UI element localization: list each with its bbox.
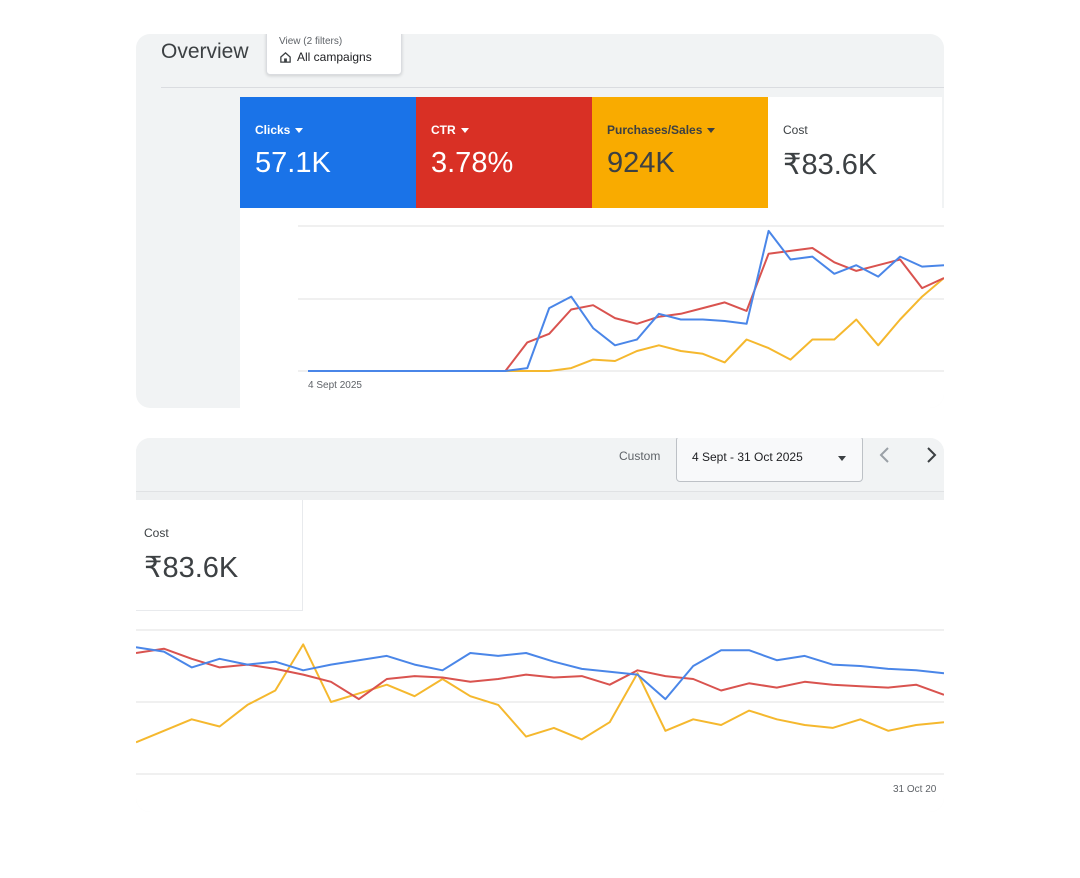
metric-value: 57.1K <box>255 147 331 179</box>
metric-label: Cost <box>783 123 808 137</box>
metric-value: 924K <box>607 147 675 179</box>
chart-svg <box>136 629 944 775</box>
view-filter-count: View (2 filters) <box>279 36 343 47</box>
toolbar-divider <box>136 491 944 500</box>
metric-label-wrap: Cost <box>783 123 808 137</box>
metric-cards: Clicks 57.1K CTR 3.78% Purchases/Sales 9… <box>240 97 942 209</box>
header-divider <box>161 87 944 88</box>
metric-label-wrap: Purchases/Sales <box>607 123 716 137</box>
performance-chart-top: 4 Sept 2025 <box>240 208 944 408</box>
series-line-purchases <box>308 277 944 372</box>
caret-down-icon[interactable] <box>295 127 304 133</box>
metric-label: Cost <box>144 526 169 540</box>
home-icon <box>280 51 291 63</box>
date-range-panel: Custom 4 Sept - 31 Oct 2025 31 Oct 20 Co… <box>136 438 944 812</box>
x-axis-start-label: 4 Sept 2025 <box>308 380 362 391</box>
date-range-value: 4 Sept - 31 Oct 2025 <box>692 450 803 464</box>
metric-label-wrap: Clicks <box>255 123 304 137</box>
x-axis-end-label: 31 Oct 20 <box>893 784 937 795</box>
caret-down-icon[interactable] <box>707 127 716 133</box>
chart-svg <box>298 225 944 372</box>
series-line-ctr <box>308 247 944 372</box>
date-preset-label: Custom <box>619 449 661 463</box>
series-line-ctr <box>136 647 944 701</box>
metric-card-ctr[interactable]: CTR 3.78% <box>416 97 592 208</box>
caret-down-icon[interactable] <box>460 127 469 133</box>
metric-card-clicks[interactable]: Clicks 57.1K <box>240 97 416 208</box>
metric-value: ₹83.6K <box>783 149 878 181</box>
card-row-background <box>302 500 944 610</box>
caret-down-icon <box>838 456 846 461</box>
view-filter-button[interactable]: View (2 filters) All campaigns <box>266 34 402 75</box>
page-title: Overview <box>161 40 249 63</box>
metric-card-purchases[interactable]: Purchases/Sales 924K <box>592 97 768 208</box>
series-line-clicks <box>136 646 944 701</box>
view-filter-label: All campaigns <box>297 50 372 64</box>
overview-panel: Overview View (2 filters) All campaigns … <box>136 34 944 408</box>
metric-card-cost[interactable]: Cost ₹83.6K <box>136 500 303 611</box>
metric-label: Purchases/Sales <box>607 123 703 137</box>
chevron-right-icon[interactable] <box>924 446 938 464</box>
metric-value: ₹83.6K <box>144 552 239 584</box>
series-line-clicks <box>308 229 944 372</box>
metric-label: Clicks <box>255 123 291 137</box>
metric-label: CTR <box>431 123 456 137</box>
series-line-purchases <box>136 643 944 744</box>
metric-card-cost[interactable]: Cost ₹83.6K <box>768 97 942 209</box>
chevron-left-icon[interactable] <box>878 446 892 464</box>
metric-label-wrap: CTR <box>431 123 469 137</box>
performance-chart-bottom: 31 Oct 20 <box>136 500 944 812</box>
date-toolbar: Custom 4 Sept - 31 Oct 2025 <box>136 438 944 490</box>
date-range-select[interactable]: 4 Sept - 31 Oct 2025 <box>676 438 863 482</box>
view-filter-label-wrap: All campaigns <box>279 50 372 64</box>
metric-value: 3.78% <box>431 147 514 179</box>
